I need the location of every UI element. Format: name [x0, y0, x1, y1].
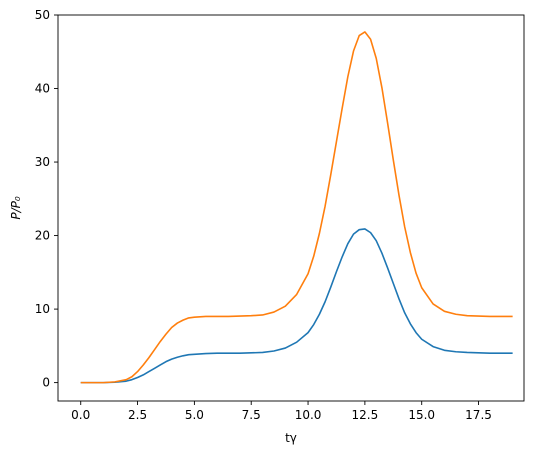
y-tick-label: 50 — [35, 8, 50, 22]
x-tick-label: 12.5 — [352, 408, 379, 422]
y-tick-label: 20 — [35, 229, 50, 243]
y-tick-label: 40 — [35, 82, 50, 96]
series-line-1 — [80, 228, 513, 384]
y-tick-label: 10 — [35, 302, 50, 316]
plot-frame — [57, 14, 525, 402]
x-tick-label: 10.0 — [295, 408, 322, 422]
x-tick-label: 0.0 — [71, 408, 90, 422]
plot-area — [80, 31, 513, 384]
y-tick-label: 30 — [35, 155, 50, 169]
x-tick-label: 5.0 — [185, 408, 204, 422]
x-tick-label: 7.5 — [242, 408, 261, 422]
series-line-2 — [80, 31, 513, 384]
y-tick-label: 0 — [42, 376, 50, 390]
axes: 0.0 2.5 5.0 7.5 10.0 12.5 15.0 17.5 0 10 20 30 40 50 — [35, 8, 525, 422]
x-tick-label: 15.0 — [408, 408, 435, 422]
x-tick-label: 2.5 — [128, 408, 147, 422]
x-tick-label: 17.5 — [465, 408, 492, 422]
x-axis-label: tγ — [285, 431, 297, 445]
y-axis-label: P/P₀ — [9, 196, 23, 220]
